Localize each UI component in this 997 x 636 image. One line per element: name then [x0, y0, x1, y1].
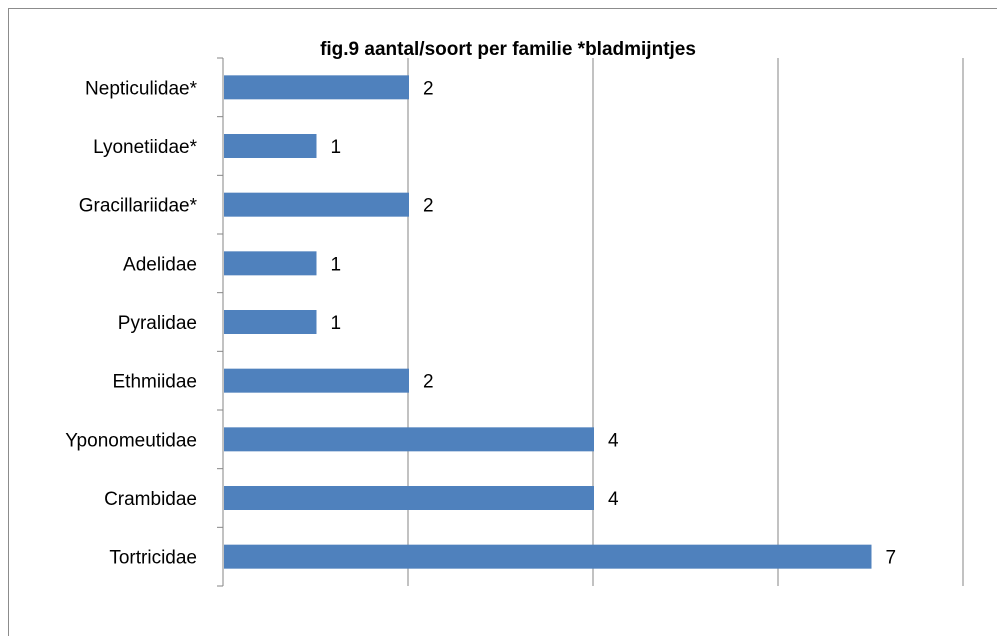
bar-ethmiidae — [224, 368, 409, 393]
category-label: Adelidae — [123, 254, 197, 275]
data-label: 2 — [423, 196, 434, 217]
data-labels: 2 1 2 1 1 2 4 4 7 — [331, 78, 897, 568]
data-label: 1 — [331, 137, 342, 158]
data-label: 1 — [331, 254, 342, 275]
category-label: Pyralidae — [118, 313, 197, 334]
data-label: 1 — [331, 313, 342, 334]
category-axis: Nepticulidae* Lyonetiidae* Gracillariidae*… — [65, 57, 224, 587]
bar-yponomeutidae — [224, 427, 594, 452]
category-label: Tortricidae — [109, 548, 197, 569]
bar-pyralidae — [224, 310, 317, 334]
data-label: 4 — [608, 430, 619, 451]
category-label: Gracillariidae* — [79, 196, 198, 217]
data-label: 2 — [423, 372, 434, 393]
data-label: 4 — [608, 489, 619, 510]
chart-title: fig.9 aantal/soort per familie *bladmijn… — [320, 39, 696, 60]
bars — [224, 75, 872, 569]
bar-crambidae — [224, 486, 594, 510]
bar-lyonetiidae — [224, 134, 317, 158]
data-label: 2 — [423, 78, 434, 99]
category-label: Nepticulidae* — [85, 78, 198, 99]
bar-tortricidae — [224, 544, 872, 569]
category-label: Ethmiidae — [113, 372, 198, 393]
bar-adelidae — [224, 251, 317, 276]
data-label: 7 — [886, 548, 897, 569]
category-label: Yponomeutidae — [65, 430, 197, 451]
chart-frame — [8, 8, 997, 636]
bar-gracillariidae — [224, 192, 409, 217]
category-label: Crambidae — [104, 489, 197, 510]
bar-nepticulidae — [224, 75, 409, 100]
category-label: Lyonetiidae* — [93, 137, 197, 158]
